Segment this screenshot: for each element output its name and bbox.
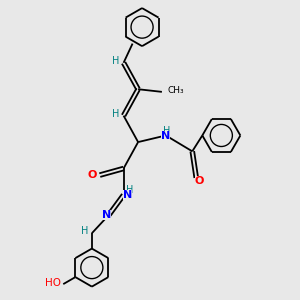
Text: H: H — [112, 56, 120, 66]
Text: N: N — [102, 210, 111, 220]
Text: CH₃: CH₃ — [168, 86, 184, 95]
Text: H: H — [126, 185, 133, 195]
Text: HO: HO — [45, 278, 61, 288]
Text: H: H — [112, 109, 120, 118]
Text: H: H — [81, 226, 88, 236]
Text: N: N — [161, 131, 170, 141]
Text: O: O — [195, 176, 204, 186]
Text: N: N — [123, 190, 132, 200]
Text: H: H — [163, 126, 170, 136]
Text: O: O — [88, 170, 97, 180]
